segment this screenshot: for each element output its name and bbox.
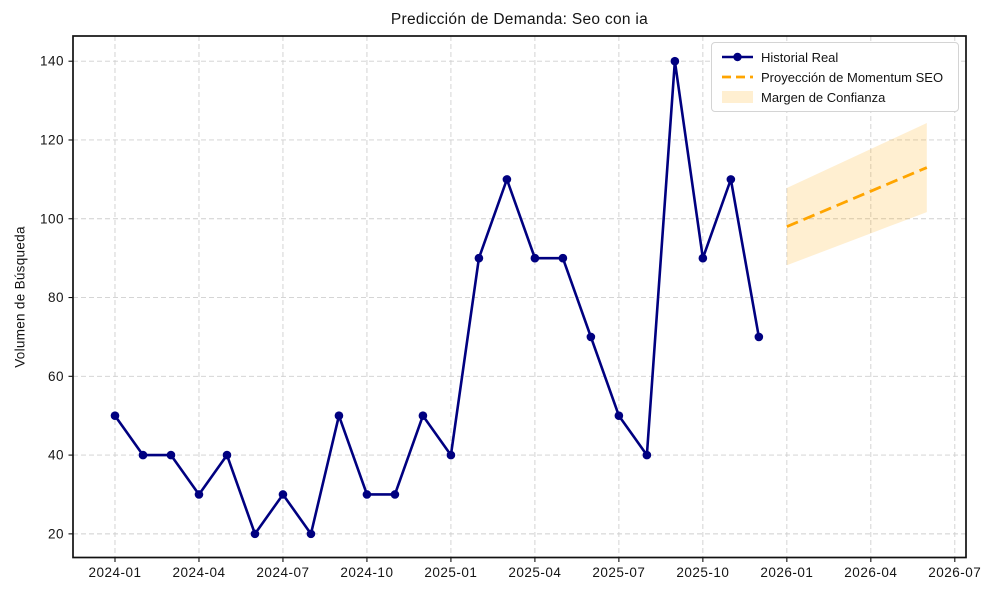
legend-patch-sample bbox=[722, 91, 753, 103]
x-tick-label: 2024-04 bbox=[172, 565, 225, 580]
x-tick-label: 2024-07 bbox=[256, 565, 309, 580]
legend-label-projection: Proyección de Momentum SEO bbox=[761, 69, 944, 85]
chart-title: Predicción de Demanda: Seo con ia bbox=[390, 11, 649, 28]
x-tick-label: 2025-04 bbox=[508, 565, 561, 580]
history-marker bbox=[586, 332, 596, 342]
legend: Historial Real Proyección de Momentum SE… bbox=[711, 42, 959, 112]
legend-label-history: Historial Real bbox=[761, 49, 839, 65]
history-marker bbox=[334, 411, 344, 421]
history-marker bbox=[194, 490, 204, 499]
history-marker bbox=[754, 332, 764, 342]
x-tick-label: 2025-07 bbox=[592, 565, 645, 580]
history-marker bbox=[362, 490, 372, 499]
history-marker bbox=[390, 490, 400, 499]
history-marker bbox=[306, 529, 316, 539]
history-marker bbox=[642, 450, 652, 460]
y-tick-label: 140 bbox=[40, 54, 64, 69]
y-tick-label: 80 bbox=[48, 290, 64, 305]
y-tick-label: 60 bbox=[48, 369, 64, 384]
history-marker bbox=[614, 411, 624, 421]
x-tick-label: 2024-10 bbox=[340, 565, 393, 580]
y-tick-label: 120 bbox=[40, 132, 64, 147]
x-tick-label: 2025-01 bbox=[424, 565, 477, 580]
history-marker bbox=[446, 450, 456, 460]
history-marker bbox=[558, 253, 568, 263]
history-marker bbox=[138, 450, 148, 460]
history-marker bbox=[698, 253, 708, 263]
y-tick-label: 100 bbox=[40, 211, 64, 226]
projection-line bbox=[786, 166, 928, 228]
history-marker bbox=[166, 450, 176, 460]
legend-line-marker-sample bbox=[722, 52, 753, 62]
y-tick-label: 20 bbox=[48, 526, 64, 541]
history-marker bbox=[530, 253, 540, 263]
legend-dashed-line-sample bbox=[722, 75, 753, 79]
history-marker bbox=[474, 253, 484, 263]
history-marker bbox=[670, 56, 680, 66]
legend-item-confidence: Margen de Confianza bbox=[721, 87, 949, 107]
legend-item-history: Historial Real bbox=[721, 47, 949, 67]
axis-spines bbox=[72, 35, 967, 559]
history-marker bbox=[278, 490, 288, 499]
history-marker bbox=[726, 175, 736, 184]
history-line bbox=[113, 59, 761, 536]
x-tick-label: 2026-01 bbox=[760, 565, 813, 580]
x-tick-label: 2026-04 bbox=[844, 565, 897, 580]
history-marker bbox=[418, 411, 428, 421]
x-tick-label: 2026-07 bbox=[928, 565, 981, 580]
history-marker bbox=[110, 411, 120, 421]
confidence-band bbox=[786, 123, 927, 266]
history-marker bbox=[222, 450, 232, 460]
x-tick-label: 2024-01 bbox=[88, 565, 141, 580]
history-marker bbox=[250, 529, 260, 539]
x-tick-label: 2025-10 bbox=[676, 565, 729, 580]
legend-item-projection: Proyección de Momentum SEO bbox=[721, 67, 949, 87]
history-marker bbox=[502, 175, 512, 184]
y-tick-label: 40 bbox=[48, 448, 64, 463]
legend-label-confidence: Margen de Confianza bbox=[761, 89, 886, 105]
